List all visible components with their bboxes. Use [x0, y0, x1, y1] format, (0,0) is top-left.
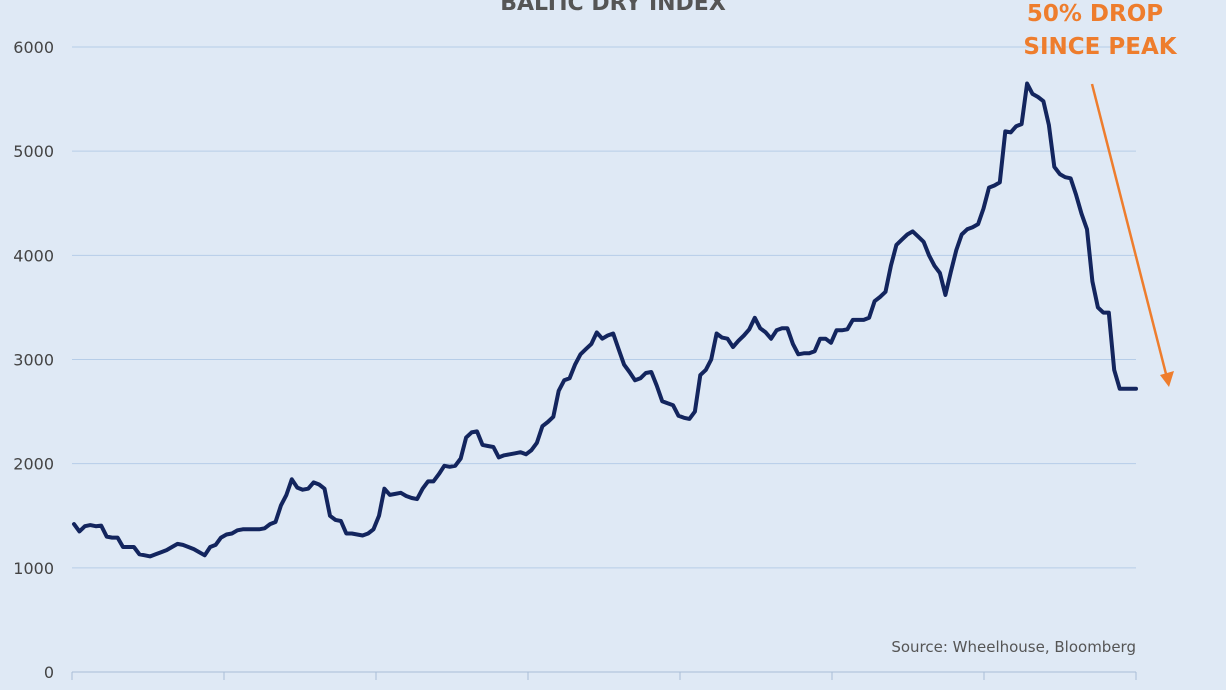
chart-title: BALTIC DRY INDEX — [500, 0, 726, 16]
y-tick-label: 6000 — [13, 38, 54, 57]
trend-arrow-shaft — [1090, 83, 1168, 375]
y-tick-label: 0 — [44, 663, 54, 682]
annotation-line-2: SINCE PEAK — [1023, 34, 1177, 60]
trend-arrow — [1090, 83, 1174, 387]
y-tick-label: 2000 — [13, 455, 54, 474]
y-axis-tick-labels: 0 1000 2000 3000 4000 5000 6000 — [13, 38, 54, 682]
annotation-line-1: 50% DROP — [1027, 1, 1163, 27]
series-line — [72, 81, 1138, 559]
y-tick-label: 3000 — [13, 351, 54, 370]
series-layer — [72, 81, 1138, 559]
y-tick-label: 1000 — [13, 559, 54, 578]
trend-arrowhead — [1160, 371, 1174, 387]
y-tick-label: 4000 — [13, 246, 54, 265]
gridlines — [71, 46, 1137, 680]
y-tick-label: 5000 — [13, 142, 54, 161]
source-note: Source: Wheelhouse, Bloomberg — [891, 638, 1136, 656]
